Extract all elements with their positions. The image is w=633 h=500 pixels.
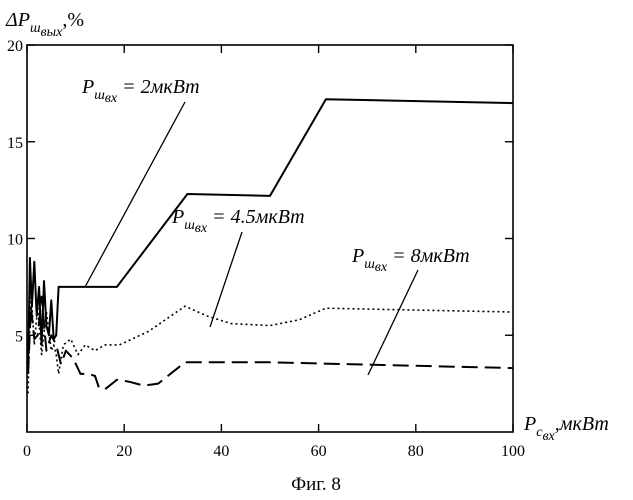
y-axis-label: ΔPшвых,%	[5, 9, 84, 40]
y-axis-label-sub: ш	[30, 21, 41, 36]
y-tick-label: 20	[7, 38, 23, 55]
series-line-4-5uw	[28, 287, 513, 393]
x-tick-label: 40	[213, 443, 229, 460]
x-tick-label: 20	[116, 443, 132, 460]
series-annotation-1: Pшвх = 2мкВт	[81, 76, 200, 106]
x-axis-label-main: P	[523, 413, 536, 435]
y-axis-label-subsub: вых	[41, 25, 64, 40]
x-axis-label-subsub: вх	[542, 429, 555, 444]
x-tick-label: 0	[23, 443, 31, 460]
annotation-leader-3	[368, 270, 418, 375]
series-line-2uw	[28, 99, 513, 374]
y-tick-label: 5	[15, 328, 23, 345]
y-tick-label: 10	[7, 232, 23, 249]
x-axis-label-unit: ,мкВт	[555, 413, 609, 435]
series-line-8uw	[28, 297, 513, 390]
x-tick-label: 100	[501, 443, 525, 460]
figure-caption: Фиг. 8	[291, 474, 341, 495]
x-axis-label: Pсвх,мкВт	[523, 413, 609, 444]
annotation-leaders	[85, 102, 418, 375]
series-annotation-2: Pшвх = 4.5мкВт	[171, 206, 305, 236]
x-tick-label: 60	[311, 443, 327, 460]
x-tick-label: 80	[408, 443, 424, 460]
annotation-leader-1	[85, 102, 185, 287]
series-annotation-3: Pшвх = 8мкВт	[351, 245, 470, 275]
y-tick-label: 15	[7, 135, 23, 152]
annotation-leader-2	[210, 232, 242, 327]
y-axis-label-unit: ,%	[62, 9, 84, 31]
y-axis-label-main: ΔP	[5, 9, 30, 31]
plot-frame	[27, 45, 513, 432]
